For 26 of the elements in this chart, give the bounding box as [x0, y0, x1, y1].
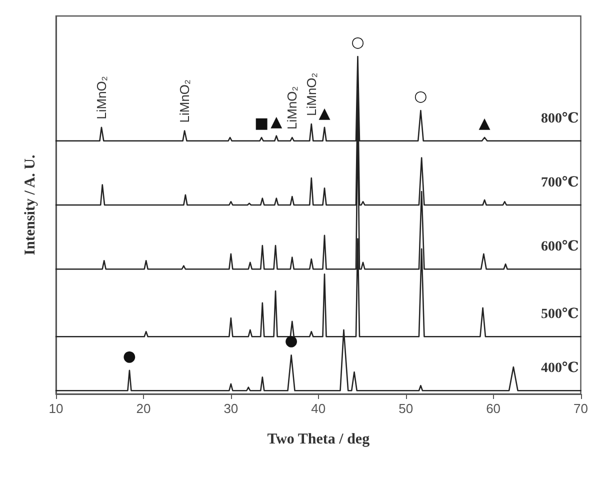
x-tick-label: 40	[311, 401, 326, 416]
annotation: ■	[254, 114, 269, 132]
x-tick-label: 10	[48, 401, 64, 416]
annotation: ▲	[270, 112, 283, 130]
annotation: ○	[351, 33, 364, 51]
annotation: LiMnO₂	[304, 72, 319, 116]
x-tick-label: 50	[398, 401, 414, 416]
annotation: ●	[122, 346, 136, 365]
x-tick-label: 30	[224, 401, 238, 416]
x-tick-label: 70	[574, 401, 588, 416]
annotation: LiMnO₂	[94, 76, 109, 120]
x-axis-title: Two Theta / deg	[267, 432, 370, 448]
series-label: 700℃	[540, 176, 579, 190]
annotation: ▲	[318, 104, 331, 122]
annotation: ▲	[478, 114, 491, 132]
y-axis-title: Intensity / A. U.	[22, 154, 38, 256]
x-tick-label: 20	[136, 401, 151, 416]
annotation: ●	[284, 332, 298, 350]
series-label: 400℃	[540, 361, 579, 376]
annotation: LiMnO₂	[177, 79, 192, 123]
annotation: LiMnO₂	[284, 86, 300, 130]
series-label: 800℃	[540, 111, 579, 126]
x-tick-label: 60	[486, 401, 501, 416]
series-label: 500℃	[540, 307, 579, 322]
annotation: ○	[414, 87, 428, 105]
series-label: 600℃	[540, 240, 579, 255]
